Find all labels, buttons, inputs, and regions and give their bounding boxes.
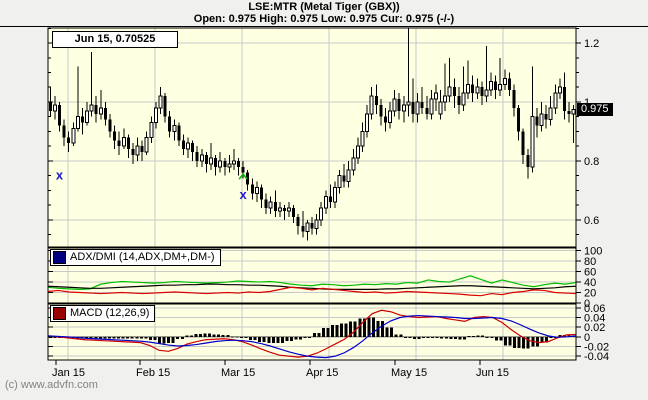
x-marker-icon: x bbox=[240, 187, 248, 202]
y-tick-label: 0.02 bbox=[584, 322, 605, 334]
copyright-watermark: (c) www.advfn.com bbox=[5, 379, 98, 391]
axes bbox=[47, 27, 581, 365]
dmi-line-dm- bbox=[47, 286, 577, 297]
y-tick-label: 60 bbox=[584, 267, 596, 279]
adx-indicator-legend: ADX/DMI (14,ADX,DM+,DM-) bbox=[50, 249, 221, 266]
axis-labels: 1.210.80.61008060402000.060.040.020-0.02… bbox=[52, 38, 609, 379]
macd-legend-swatch-icon bbox=[53, 307, 66, 320]
x-tick-label: Feb 15 bbox=[136, 367, 170, 379]
caret-marker-icon bbox=[238, 172, 248, 180]
dmi-line-dm+ bbox=[47, 275, 577, 290]
macd-line-macd bbox=[47, 309, 577, 358]
macd-line-signal bbox=[47, 314, 577, 359]
x-tick-label: Jan 15 bbox=[52, 367, 85, 379]
x-tick-label: Apr 15 bbox=[306, 367, 338, 379]
trade-markers: xx bbox=[56, 168, 248, 202]
panel-backgrounds bbox=[48, 28, 576, 360]
header-separator bbox=[0, 26, 648, 27]
y-tick-label: -0.04 bbox=[584, 351, 609, 363]
y-tick-label: 0.6 bbox=[584, 215, 599, 227]
y-tick-label: 0.06 bbox=[584, 303, 605, 315]
ohlc-readout: Open: 0.975 High: 0.975 Low: 0.975 Cur: … bbox=[193, 13, 455, 25]
x-tick-label: Jun 15 bbox=[476, 367, 509, 379]
macd-legend-label: MACD (12,26,9) bbox=[70, 307, 150, 319]
y-tick-label: 0.8 bbox=[584, 156, 599, 168]
y-tick-label: 40 bbox=[584, 277, 596, 289]
chart-title: LSE:MTR (Metal Tiger (GBX)) bbox=[248, 1, 400, 13]
y-tick-label: 80 bbox=[584, 256, 596, 268]
y-tick-label: 1.2 bbox=[584, 38, 599, 50]
adx-legend-label: ADX/DMI (14,ADX,DM+,DM-) bbox=[70, 251, 215, 263]
series bbox=[47, 28, 577, 359]
y-tick-label: -0.02 bbox=[584, 341, 609, 353]
y-tick-label: 0 bbox=[584, 298, 590, 310]
dmi-line-adx bbox=[47, 283, 577, 290]
x-marker-icon: x bbox=[56, 168, 64, 183]
y-tick-label: 20 bbox=[584, 288, 596, 300]
x-tick-label: Mar 15 bbox=[221, 367, 255, 379]
crosshair-readout: Jun 15, 0.70525 bbox=[52, 31, 178, 48]
x-tick-label: May 15 bbox=[391, 367, 427, 379]
y-tick-label: 100 bbox=[584, 246, 602, 258]
adx-legend-swatch-icon bbox=[53, 251, 66, 264]
y-tick-label: 0.04 bbox=[584, 313, 605, 325]
y-tick-label: 0 bbox=[584, 332, 590, 344]
current-price-tag: 0.975 bbox=[577, 103, 613, 116]
macd-indicator-legend: MACD (12,26,9) bbox=[50, 305, 156, 322]
y-tick-label: 1 bbox=[584, 97, 590, 109]
